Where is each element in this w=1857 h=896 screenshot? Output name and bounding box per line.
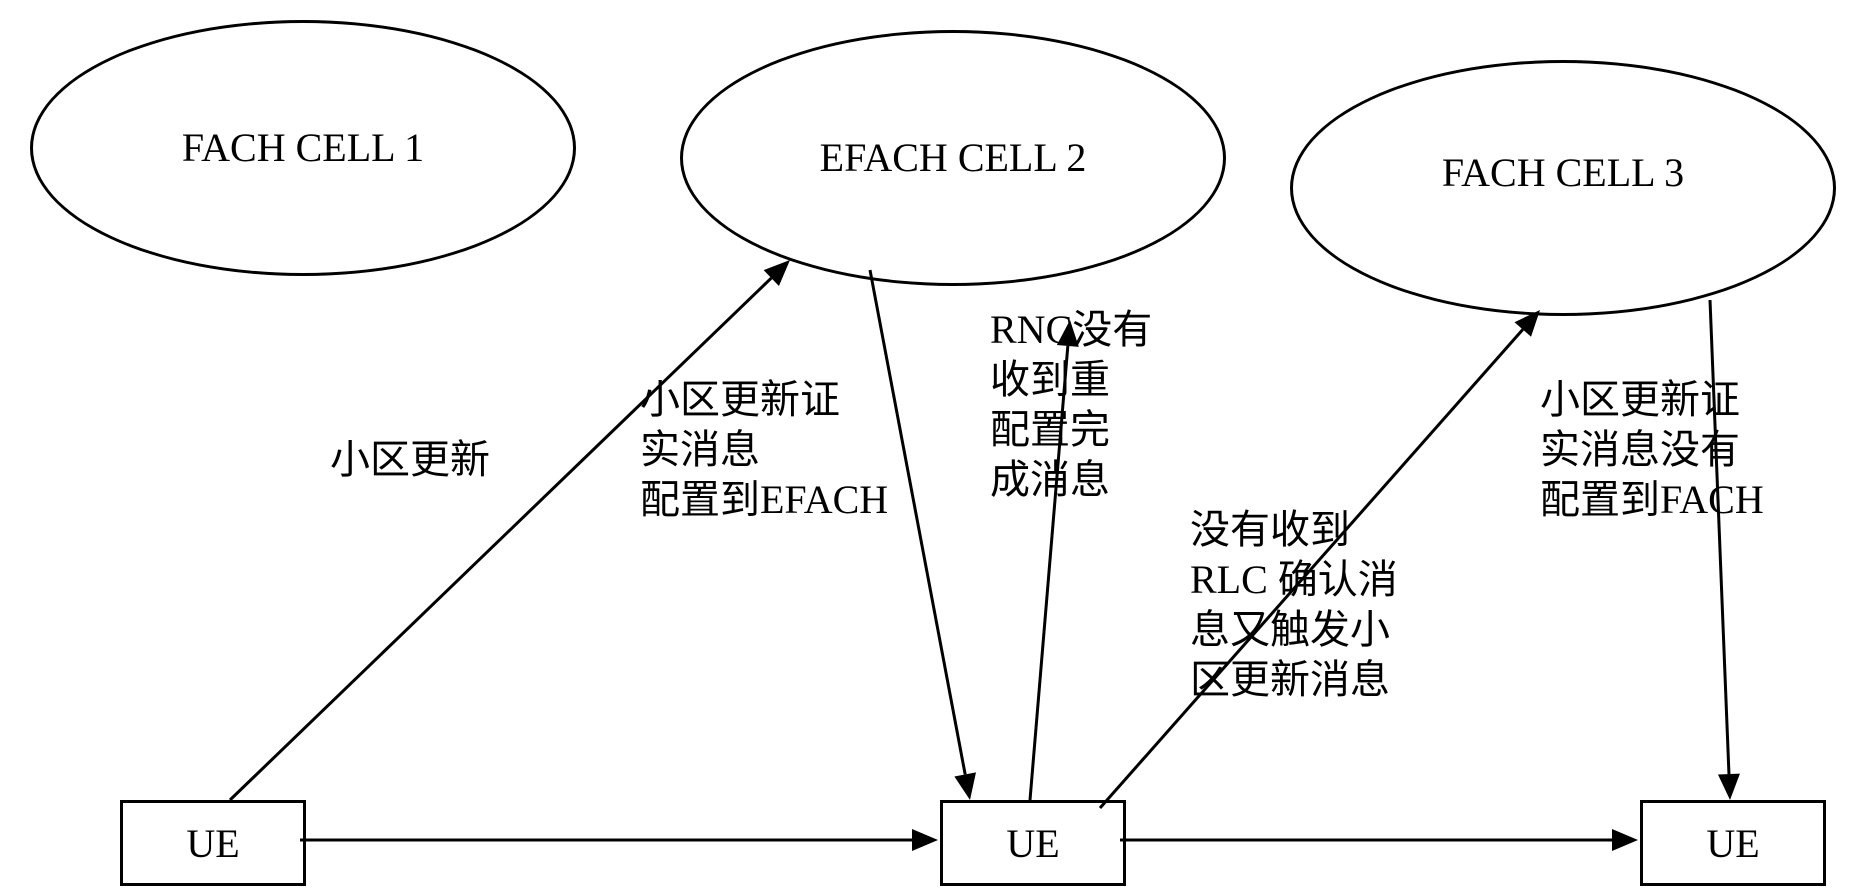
cell-1-label: FACH CELL 1: [182, 124, 424, 172]
ue-box-3: UE: [1640, 800, 1826, 886]
ue-box-1: UE: [120, 800, 306, 886]
diagram-canvas: FACH CELL 1 EFACH CELL 2 FACH CELL 3 UE …: [0, 0, 1857, 896]
ue-label-3: UE: [1706, 820, 1759, 867]
ue-label-2: UE: [1006, 820, 1059, 867]
label-confirm-no-fach: 小区更新证 实消息没有 配置到FACH: [1540, 375, 1764, 525]
label-no-rlc-ack: 没有收到 RLC 确认消 息又触发小 区更新消息: [1190, 505, 1398, 705]
label-rnc-no-recv: RNC没有 收到重 配置完 成消息: [990, 305, 1152, 505]
cell-3-ellipse: FACH CELL 3: [1290, 60, 1836, 316]
cell-2-label: EFACH CELL 2: [820, 134, 1087, 182]
ue-label-1: UE: [186, 820, 239, 867]
label-confirm-to-efach: 小区更新证 实消息 配置到EFACH: [640, 375, 888, 525]
cell-3-label: FACH CELL 3: [1442, 149, 1684, 197]
cell-2-ellipse: EFACH CELL 2: [680, 30, 1226, 286]
label-cell-update: 小区更新: [330, 435, 490, 485]
cell-1-ellipse: FACH CELL 1: [30, 20, 576, 276]
ue-box-2: UE: [940, 800, 1126, 886]
